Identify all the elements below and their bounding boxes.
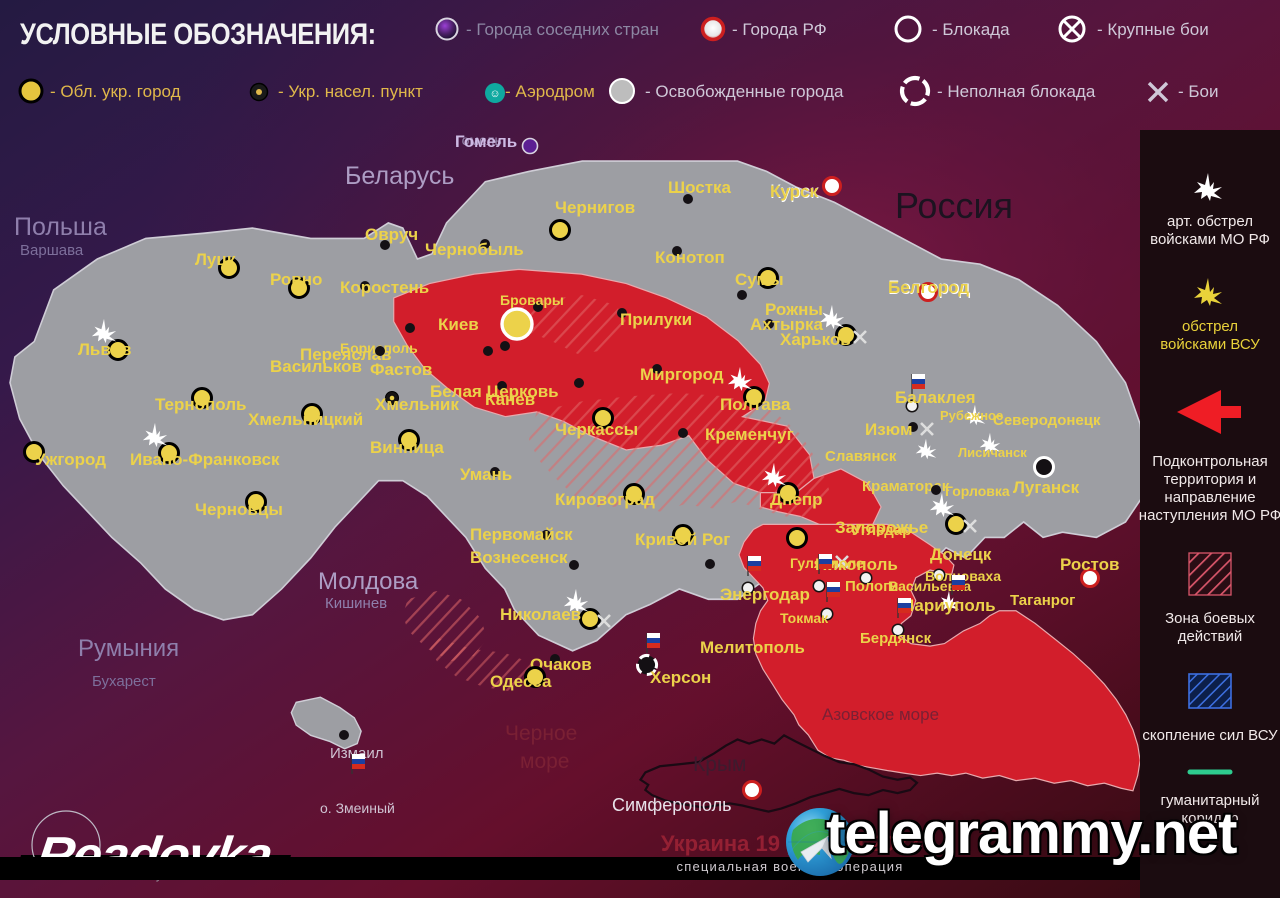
svg-text:☺: ☺: [489, 88, 500, 100]
